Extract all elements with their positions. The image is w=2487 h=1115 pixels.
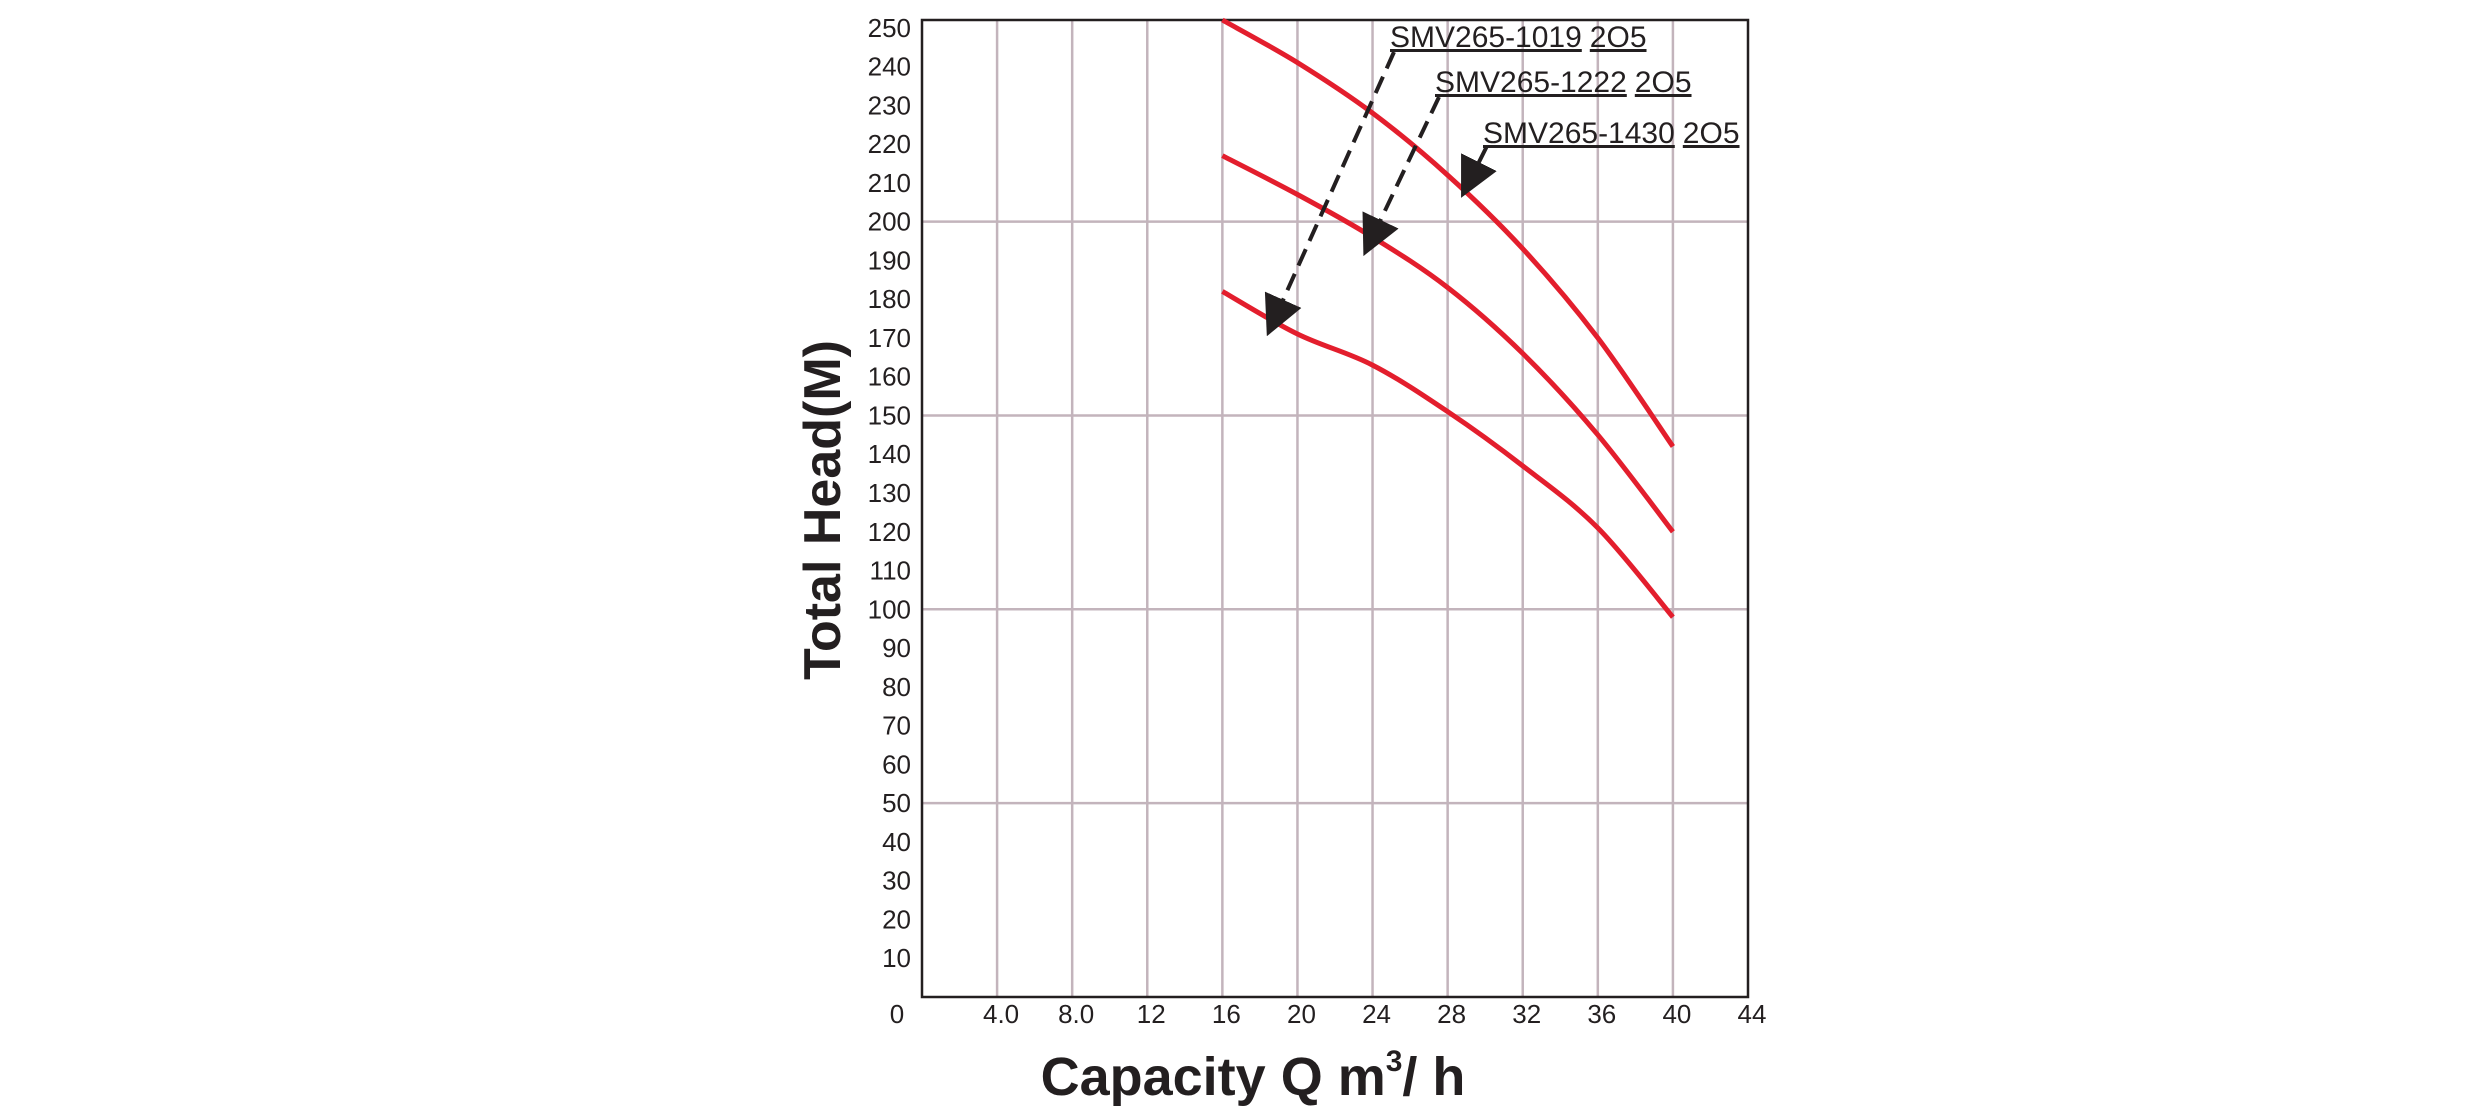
x-tick-label: 8.0 [1058,999,1094,1029]
series-label-model: SMV265-1019 [1390,21,1582,54]
y-tick-label: 230 [868,90,911,120]
series-label-suffix: 2O5 [1683,117,1740,150]
x-tick-label: 0 [890,999,904,1029]
annotation-arrow-smv265-1430 [1461,145,1497,198]
y-tick-label: 50 [882,788,911,818]
y-tick-label: 70 [882,711,911,741]
y-tick-label: 110 [870,556,911,586]
x-tick-label: 24 [1362,999,1391,1029]
series-label-model: SMV265-1222 [1435,66,1627,99]
y-axis-title: Total Head(M) [794,340,852,680]
plot-frame [920,18,1750,999]
x-tick-label: 40 [1662,999,1691,1029]
x-axis-title-sup: 3 [1386,1045,1403,1078]
series-label-smv265-1222: SMV265-1222 2O5 [1435,66,1692,99]
grid [922,20,1748,997]
x-tick-label: 20 [1287,999,1316,1029]
x-axis-title-main: Capacity Q m [1041,1047,1386,1107]
y-tick-label: 30 [882,866,911,896]
y-tick-label: 20 [882,904,911,934]
y-tick-label: 170 [868,323,911,353]
y-tick-label: 120 [868,517,911,547]
y-tick-label: 90 [882,633,911,663]
x-tick-label: 44 [1738,999,1767,1029]
y-tick-label: 130 [868,478,911,508]
series-line-smv265-1222 [1221,153,1675,534]
series-label-suffix: 2O5 [1635,66,1692,99]
x-axis-title: Capacity Q m3/ h [1041,1045,1466,1107]
y-tick-label: 100 [868,594,911,624]
y-tick-label: 80 [882,672,911,702]
y-tick-label: 10 [882,943,911,973]
x-tick-label: 28 [1437,999,1466,1029]
y-tick-label: 160 [868,362,911,392]
y-tick-label: 200 [868,207,911,237]
x-tick-label: 12 [1137,999,1166,1029]
x-axis-title-tail: / h [1402,1047,1465,1107]
x-tick-label: 4.0 [983,999,1019,1029]
series-label-smv265-1430: SMV265-1430 2O5 [1483,117,1740,150]
series-label-suffix: 2O5 [1590,21,1647,54]
annotation-arrow-smv265-1019 [1264,51,1396,337]
x-tick-label: 36 [1587,999,1616,1029]
y-tick-label: 60 [882,749,911,779]
y-tick-label: 250 [868,13,911,43]
x-tick-label: 32 [1512,999,1541,1029]
x-tick-label: 16 [1212,999,1241,1029]
x-axis-ticks: 0 4.0 8.0 12 16 20 24 28 32 36 40 44 [890,999,1767,1029]
y-tick-label: 240 [868,52,911,82]
y-axis-ticks: 10 20 30 40 50 60 70 80 90 100 110 120 130 140 150 160 1… [868,13,911,973]
series-line-smv265-1430 [1221,17,1675,448]
y-tick-label: 150 [868,400,911,430]
y-tick-label: 190 [868,245,911,275]
y-tick-label: 220 [868,129,911,159]
y-tick-label: 140 [868,439,911,469]
y-tick-label: 180 [868,284,911,314]
series-label-model: SMV265-1430 [1483,117,1675,150]
series-label-smv265-1019: SMV265-1019 2O5 [1390,21,1647,54]
y-tick-label: 210 [868,168,911,198]
y-tick-label: 40 [882,827,911,857]
